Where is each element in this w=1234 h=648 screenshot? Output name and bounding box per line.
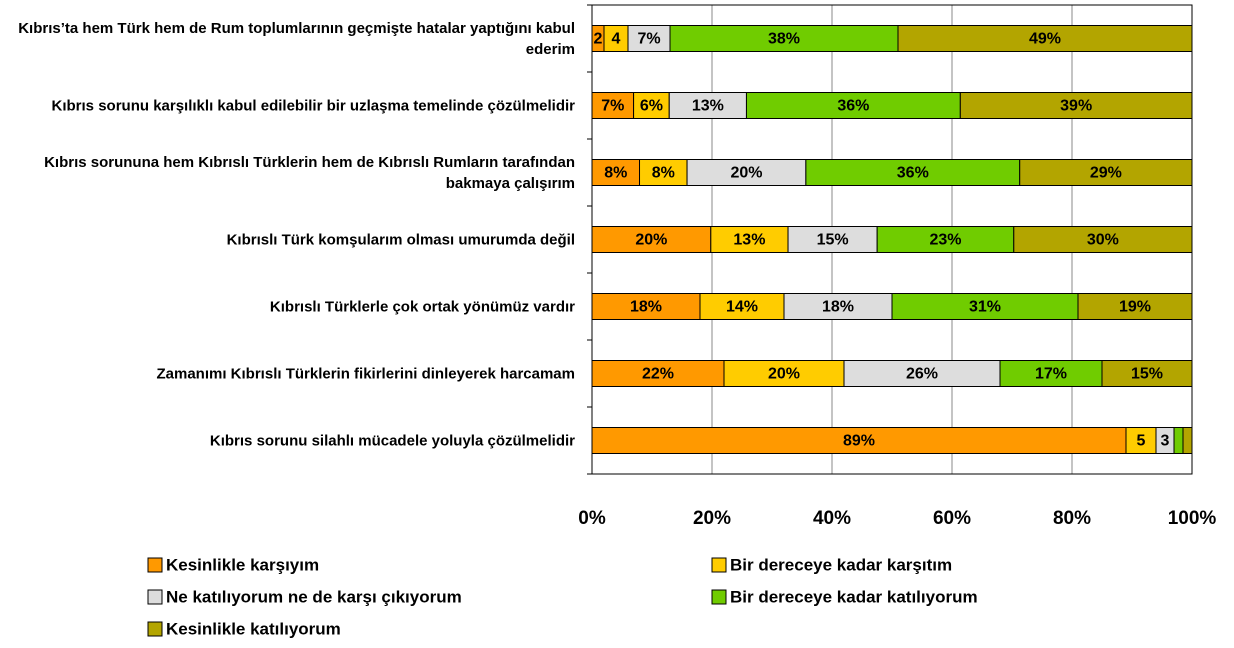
- bar-segment: [891, 293, 1079, 320]
- x-tick-label: 40%: [813, 508, 851, 529]
- category-label: Kıbrıslı Türk komşularım olması umurumda…: [226, 231, 575, 248]
- data-label: 19%: [1119, 299, 1151, 316]
- data-label: 49%: [1029, 31, 1061, 48]
- bar-segment: [1019, 159, 1193, 186]
- data-label: 5: [1137, 433, 1146, 450]
- bar-segment: [999, 360, 1103, 387]
- x-tick-label: 100%: [1168, 508, 1217, 529]
- bar-segment: [959, 92, 1193, 119]
- data-label: 26%: [906, 366, 938, 383]
- data-label: 30%: [1087, 232, 1119, 249]
- bar-segment: [1101, 360, 1193, 387]
- data-label: 7%: [637, 31, 660, 48]
- bar-segment: [745, 92, 961, 119]
- data-label: 22%: [642, 366, 674, 383]
- legend-label: Kesinlikle katılıyorum: [166, 619, 341, 638]
- bar-segment: [1173, 427, 1184, 454]
- data-label: 15%: [817, 232, 849, 249]
- data-label: 20%: [730, 165, 762, 182]
- category-label: Zamanımı Kıbrıslı Türklerin fikirlerini …: [156, 365, 576, 382]
- x-tick-label: 0%: [578, 508, 606, 529]
- bar-segment: [783, 293, 893, 320]
- data-label: 3: [1161, 433, 1170, 450]
- bar-segment: [876, 226, 1015, 253]
- category-label: Kıbrıs’ta hem Türk hem de Rum toplumları…: [18, 19, 575, 58]
- data-label: 8%: [652, 165, 675, 182]
- data-label: 15%: [1131, 366, 1163, 383]
- bar-segment: [710, 226, 789, 253]
- data-label: 20%: [768, 366, 800, 383]
- data-label: 36%: [897, 165, 929, 182]
- x-tick-label: 80%: [1053, 508, 1091, 529]
- bar-segment: [591, 293, 701, 320]
- data-label: 29%: [1090, 165, 1122, 182]
- legend-swatch: [147, 589, 163, 605]
- data-label: 20%: [635, 232, 667, 249]
- category-label: Kıbrıslı Türklerle çok ortak yönümüz var…: [269, 298, 575, 315]
- data-label: 7%: [601, 98, 624, 115]
- bar-segment: [1125, 427, 1157, 454]
- bar-segment: [633, 92, 670, 119]
- data-label: 23%: [929, 232, 961, 249]
- x-tick-label: 20%: [693, 508, 731, 529]
- bar-segment: [699, 293, 785, 320]
- x-tick-label: 60%: [933, 508, 971, 529]
- data-label: 39%: [1060, 98, 1092, 115]
- data-label: 36%: [837, 98, 869, 115]
- bar-segment: [1182, 427, 1193, 454]
- bar-segment: [591, 226, 712, 253]
- legend-label: Bir dereceye kadar katılıyorum: [730, 587, 978, 606]
- bar-segment: [591, 360, 725, 387]
- category-label: Kıbrıs sorununa hem Kıbrıslı Türklerin h…: [44, 153, 575, 192]
- bar-segment: [627, 25, 671, 52]
- data-label: 89%: [843, 433, 875, 450]
- legend-label: Ne katılıyorum ne de karşı çıkıyorum: [166, 587, 462, 606]
- bar-segment: [603, 25, 629, 52]
- bar-segment: [1077, 293, 1193, 320]
- data-label: 8%: [604, 165, 627, 182]
- bar-segment: [591, 92, 635, 119]
- data-label: 18%: [630, 299, 662, 316]
- legend-swatch: [147, 557, 163, 573]
- bar-segment: [639, 159, 688, 186]
- category-label: Kıbrıs sorunu silahlı mücadele yoluyla ç…: [209, 432, 575, 449]
- legend-swatch: [711, 557, 727, 573]
- data-label: 18%: [822, 299, 854, 316]
- bar-segment: [669, 25, 899, 52]
- legend-label: Bir dereceye kadar karşıtım: [730, 555, 952, 574]
- bar-segment: [897, 25, 1193, 52]
- data-label: 4: [612, 31, 621, 48]
- data-label: 38%: [768, 31, 800, 48]
- bar-segment: [668, 92, 747, 119]
- data-label: 6%: [640, 98, 663, 115]
- bar-segment: [723, 360, 845, 387]
- legend-swatch: [147, 621, 163, 637]
- data-label: 31%: [969, 299, 1001, 316]
- bar-segment: [591, 159, 641, 186]
- data-label: 14%: [726, 299, 758, 316]
- bar-segment: [686, 159, 807, 186]
- data-label: 13%: [692, 98, 724, 115]
- data-label: 2: [594, 31, 603, 48]
- bar-segment: [1013, 226, 1193, 253]
- legend-swatch: [711, 589, 727, 605]
- legend-label: Kesinlikle karşıyım: [166, 555, 319, 574]
- data-label: 13%: [733, 232, 765, 249]
- data-label: 17%: [1035, 366, 1067, 383]
- category-label: Kıbrıs sorunu karşılıklı kabul edilebili…: [51, 97, 575, 114]
- bar-segment: [843, 360, 1001, 387]
